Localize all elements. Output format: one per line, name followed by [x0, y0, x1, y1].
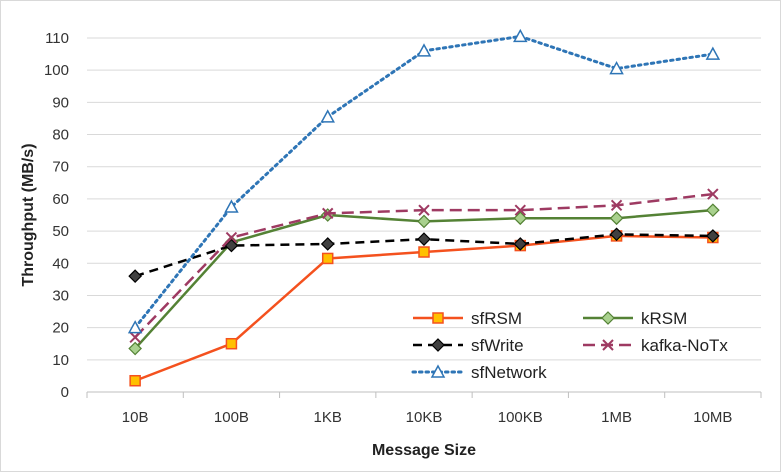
series-kafka-NoTx	[129, 188, 719, 343]
data-point	[417, 232, 431, 246]
data-point	[128, 269, 142, 283]
data-point	[417, 214, 431, 229]
legend-swatch-marker	[602, 339, 614, 351]
legend-item-kRSM: kRSM	[583, 309, 687, 328]
legend-item-sfNetwork: sfNetwork	[411, 363, 547, 382]
x-tick-label: 1MB	[601, 409, 632, 426]
data-point	[224, 199, 239, 213]
y-tick-label: 10	[52, 352, 69, 369]
y-tick-label: 0	[61, 384, 69, 401]
data-point	[706, 229, 720, 243]
data-point	[513, 28, 528, 43]
y-tick-label: 100	[44, 62, 69, 79]
data-point	[609, 227, 624, 242]
x-tick-label: 10KB	[406, 409, 443, 426]
data-point	[707, 188, 719, 200]
data-point	[514, 204, 526, 216]
data-point	[129, 374, 141, 387]
series-sfWrite	[128, 227, 720, 283]
data-point	[513, 237, 528, 251]
legend-label: sfNetwork	[471, 363, 547, 382]
data-point	[705, 46, 721, 60]
y-tick-label: 20	[52, 320, 69, 337]
series-sfRSM	[129, 230, 719, 387]
legend-item-kafka-NoTx: kafka-NoTx	[583, 336, 728, 355]
data-point	[322, 207, 334, 220]
legend-swatch-marker	[601, 311, 615, 325]
legend-label: sfWrite	[471, 336, 524, 355]
x-tick-label: 100KB	[498, 409, 543, 426]
x-tick-label: 1KB	[314, 409, 342, 426]
legend-swatch-marker	[430, 364, 446, 378]
legend-label: kRSM	[641, 309, 687, 328]
y-tick-label: 60	[52, 191, 69, 208]
gridlines	[87, 37, 761, 361]
series-layer	[127, 28, 721, 387]
legend-swatch-marker	[431, 338, 445, 352]
data-point	[418, 204, 430, 216]
data-point	[416, 43, 432, 57]
data-point	[129, 331, 141, 343]
series-kRSM	[128, 203, 720, 356]
data-point	[321, 252, 334, 265]
legend-swatch-marker	[432, 312, 444, 324]
x-tick-label: 10MB	[693, 409, 732, 426]
x-axis: 10B 100B 1KB 10KB 100KB 1MB 10MB	[86, 391, 762, 426]
data-point	[513, 211, 528, 226]
y-tick-label: 70	[52, 159, 69, 176]
data-point	[609, 211, 624, 226]
x-tick-label: 10B	[122, 409, 149, 426]
x-tick-label: 100B	[214, 409, 249, 426]
legend-item-sfRSM: sfRSM	[413, 309, 522, 328]
data-point	[418, 246, 430, 258]
y-tick-label: 110	[45, 30, 69, 47]
data-point	[127, 320, 143, 334]
y-axis-ticks: 0 10 20 30 40 50 60 70 80 90 100 110	[44, 30, 69, 401]
x-axis-title: Message Size	[372, 442, 476, 459]
legend: sfRSM kRSM sfWrite kafka-NoTx sfNetwork	[411, 309, 728, 382]
data-point	[225, 337, 238, 350]
y-tick-label: 80	[52, 127, 69, 144]
legend-label: sfRSM	[471, 309, 522, 328]
data-point	[320, 109, 335, 123]
data-point	[706, 203, 720, 218]
y-tick-label: 50	[52, 223, 69, 240]
data-point	[224, 238, 239, 253]
y-axis-title: Throughput (MB/s)	[20, 143, 37, 286]
data-point	[225, 231, 238, 244]
series-sfNetwork	[127, 28, 721, 334]
y-tick-label: 40	[52, 255, 69, 272]
data-point	[320, 208, 335, 222]
y-tick-label: 90	[52, 94, 69, 111]
legend-label: kafka-NoTx	[641, 336, 728, 355]
series-line	[133, 34, 715, 330]
data-point	[609, 61, 624, 75]
y-tick-label: 30	[52, 287, 69, 304]
data-point	[128, 341, 142, 356]
legend-item-sfWrite: sfWrite	[413, 336, 524, 355]
data-point	[610, 199, 623, 212]
data-point	[320, 237, 335, 251]
